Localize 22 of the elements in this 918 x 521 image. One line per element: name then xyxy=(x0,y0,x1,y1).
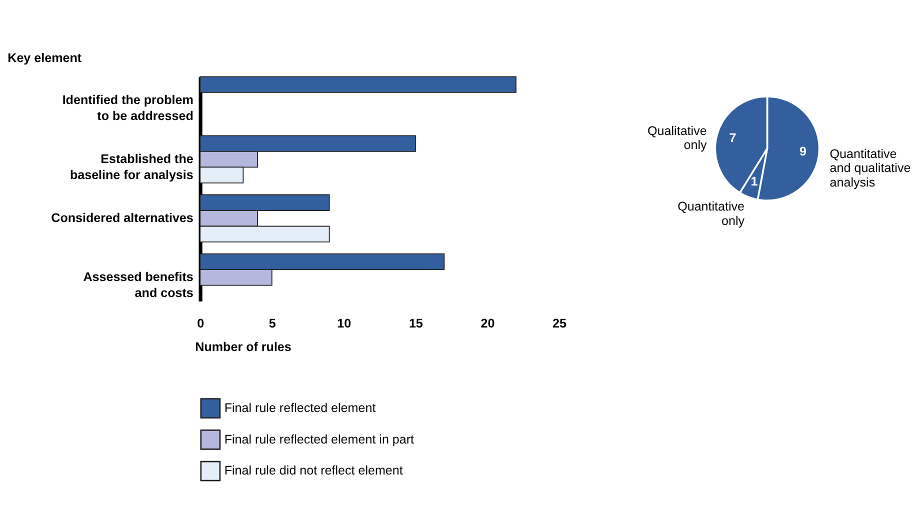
data-label: 1 xyxy=(750,174,758,189)
x-tick-label: 0 xyxy=(197,316,204,330)
data-label: 7 xyxy=(729,131,736,146)
legend-label: Final rule reflected element xyxy=(224,400,376,415)
x-tick-label: 15 xyxy=(408,316,423,330)
data-label: 9 xyxy=(799,144,806,158)
y-tick-label: Established the baseline for analysis xyxy=(70,152,194,182)
y-tick-label: Considered alternatives xyxy=(51,210,194,225)
y-tick-label: Identified the problem to be addressed xyxy=(62,92,194,124)
slice-label: Quantitative only xyxy=(678,200,746,228)
bar xyxy=(200,76,516,93)
x-axis-title: Number of rules xyxy=(195,340,292,354)
x-tick-label: 5 xyxy=(268,316,276,330)
x-tick-label: 25 xyxy=(552,316,566,330)
x-tick-label: 20 xyxy=(480,316,495,330)
y-axis-title: Key element xyxy=(8,50,82,65)
legend-label: Final rule did not reflect element xyxy=(224,464,404,478)
slice-label: Qualitative only xyxy=(648,124,708,152)
y-tick-label: Assessed benefits and costs xyxy=(83,270,194,300)
legend-label: Final rule reflected element in part xyxy=(224,432,415,446)
x-tick-label: 10 xyxy=(337,316,352,330)
slice-label: Quantitative and qualitative analysis xyxy=(830,146,911,190)
